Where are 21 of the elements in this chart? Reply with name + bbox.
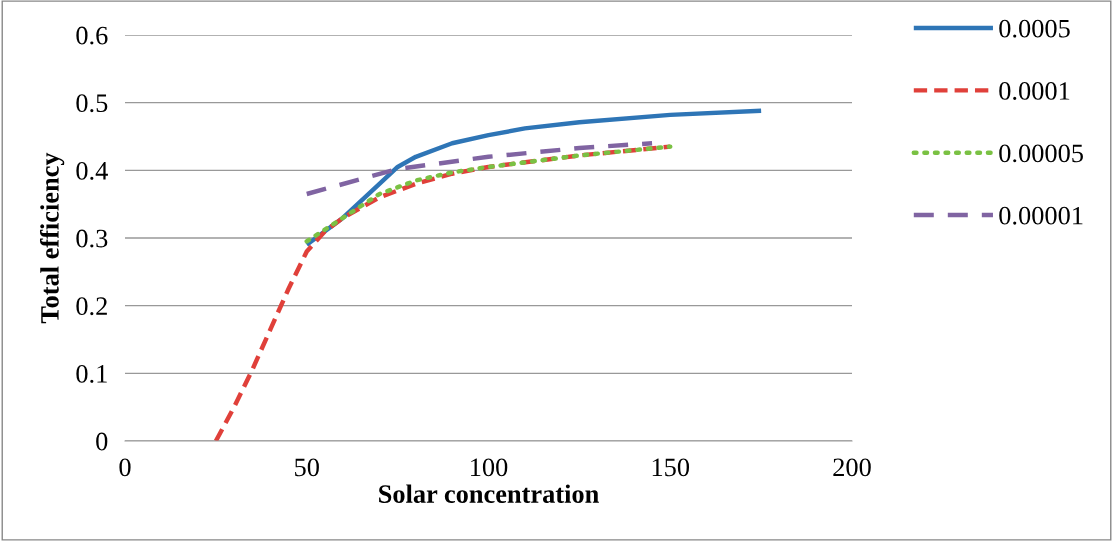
legend-label: 0.00005 <box>999 144 1083 163</box>
y-tick-label: 0.4 <box>76 161 108 180</box>
y-axis-title: Total efficiency <box>39 152 65 324</box>
x-tick-label: 200 <box>833 458 871 477</box>
y-tick-label: 0.2 <box>76 297 107 316</box>
x-tick-label: 0 <box>119 458 131 477</box>
x-axis-title: Solar concentration <box>379 484 599 503</box>
y-tick-label: 0.5 <box>76 94 108 113</box>
y-tick-label: 0.6 <box>76 26 108 45</box>
y-tick-label: 0.1 <box>76 364 107 383</box>
x-tick-label: 50 <box>295 458 319 477</box>
legend-label: 0.00001 <box>999 206 1083 225</box>
line-series <box>304 141 655 197</box>
x-tick-label: 150 <box>652 458 690 477</box>
y-tick-label: 0.3 <box>76 229 108 248</box>
legend-label: 0.0001 <box>999 82 1070 100</box>
line-series <box>304 108 764 247</box>
line-series <box>304 144 673 244</box>
legend-label: 0.0005 <box>999 19 1070 38</box>
x-tick-label: 100 <box>471 458 508 477</box>
y-tick-label: 0 <box>96 432 108 451</box>
